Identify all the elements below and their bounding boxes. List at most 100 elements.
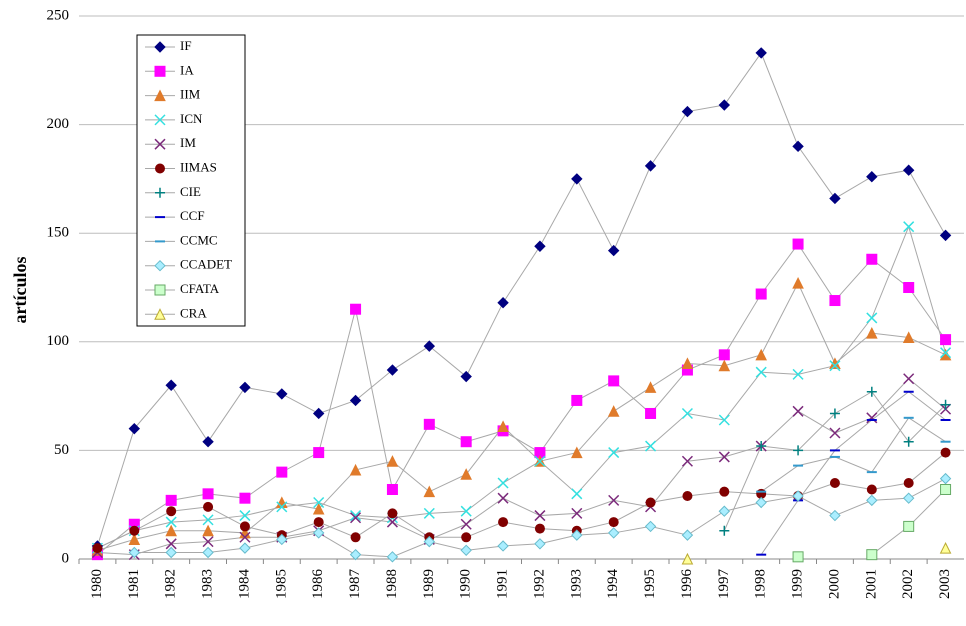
marker — [498, 517, 509, 528]
marker — [571, 394, 583, 406]
marker — [866, 412, 878, 424]
marker — [903, 373, 915, 385]
legend-label: IF — [180, 38, 192, 53]
marker — [940, 334, 952, 346]
marker — [154, 41, 166, 53]
marker — [239, 521, 250, 532]
marker — [645, 497, 656, 508]
marker — [386, 551, 399, 563]
x-tick-label: 1990 — [458, 569, 474, 599]
x-tick-label: 1995 — [642, 569, 658, 599]
marker — [571, 446, 583, 459]
marker — [829, 408, 840, 419]
marker — [154, 138, 166, 150]
y-tick-label: 200 — [47, 116, 70, 132]
marker — [866, 494, 878, 507]
marker — [165, 546, 177, 559]
marker — [460, 505, 472, 517]
series-line — [760, 391, 946, 555]
x-tick-label: 2002 — [900, 569, 916, 599]
marker — [608, 494, 620, 506]
marker — [154, 308, 166, 320]
marker — [608, 447, 620, 459]
marker — [276, 501, 288, 513]
marker — [312, 407, 325, 420]
marker — [534, 240, 546, 252]
x-tick-label: 1984 — [236, 569, 252, 600]
marker — [755, 366, 767, 378]
marker — [829, 360, 841, 372]
marker — [497, 477, 509, 489]
marker — [497, 492, 509, 504]
marker — [423, 418, 435, 430]
y-tick-label: 50 — [54, 442, 69, 458]
legend-label: ICN — [180, 111, 203, 126]
marker — [829, 477, 840, 488]
marker — [165, 524, 177, 537]
series-line — [97, 282, 946, 551]
marker — [608, 517, 619, 528]
x-tick-label: 1997 — [716, 569, 732, 600]
marker — [644, 520, 657, 533]
marker — [239, 510, 251, 522]
legend-label: CRA — [180, 305, 207, 320]
marker — [940, 399, 951, 410]
marker — [756, 441, 767, 452]
marker — [755, 288, 767, 300]
marker — [92, 543, 103, 554]
legend-label: IA — [180, 62, 194, 77]
legend: IF IA IIM ICN IM IIMAS CIE CCF CCMC CCADET CFATA CR… — [136, 34, 246, 327]
marker — [792, 140, 804, 153]
marker — [423, 340, 436, 352]
marker — [534, 455, 546, 467]
marker — [571, 173, 583, 185]
marker — [939, 348, 952, 361]
marker — [239, 542, 251, 554]
marker — [350, 510, 362, 522]
legend-label: CCMC — [180, 232, 218, 247]
marker — [940, 483, 952, 495]
series-line — [97, 452, 946, 549]
x-tick-label: 1982 — [163, 569, 179, 599]
marker — [276, 388, 288, 400]
x-tick-label: 1983 — [200, 569, 216, 599]
marker — [903, 282, 915, 293]
marker — [607, 527, 620, 539]
legend-label: CIE — [180, 184, 201, 199]
marker — [203, 501, 214, 512]
x-tick-label: 2000 — [826, 569, 842, 599]
y-tick-label: 250 — [47, 7, 70, 23]
marker — [460, 544, 472, 557]
marker — [866, 312, 878, 324]
marker — [719, 525, 730, 536]
marker — [423, 485, 436, 498]
marker — [202, 436, 214, 448]
x-tick-label: 1985 — [273, 569, 289, 599]
marker — [460, 370, 472, 383]
marker — [312, 502, 325, 515]
x-tick-label: 1987 — [347, 569, 363, 600]
marker — [386, 364, 399, 376]
marker — [681, 407, 693, 420]
marker — [793, 445, 804, 456]
marker — [386, 483, 398, 495]
marker — [497, 296, 509, 309]
marker — [866, 386, 877, 397]
legend-label: CCF — [180, 208, 205, 223]
marker — [718, 505, 731, 517]
x-tick-label: 1986 — [310, 569, 326, 600]
marker — [571, 488, 583, 500]
x-tick-label: 1998 — [753, 569, 769, 599]
x-tick-label: 1989 — [421, 569, 437, 599]
marker — [313, 517, 324, 528]
marker — [202, 524, 214, 537]
marker — [350, 303, 362, 315]
series-line — [97, 225, 947, 549]
marker — [166, 506, 177, 517]
marker — [755, 47, 767, 59]
marker — [128, 422, 141, 435]
marker — [571, 507, 583, 519]
marker — [940, 347, 952, 359]
